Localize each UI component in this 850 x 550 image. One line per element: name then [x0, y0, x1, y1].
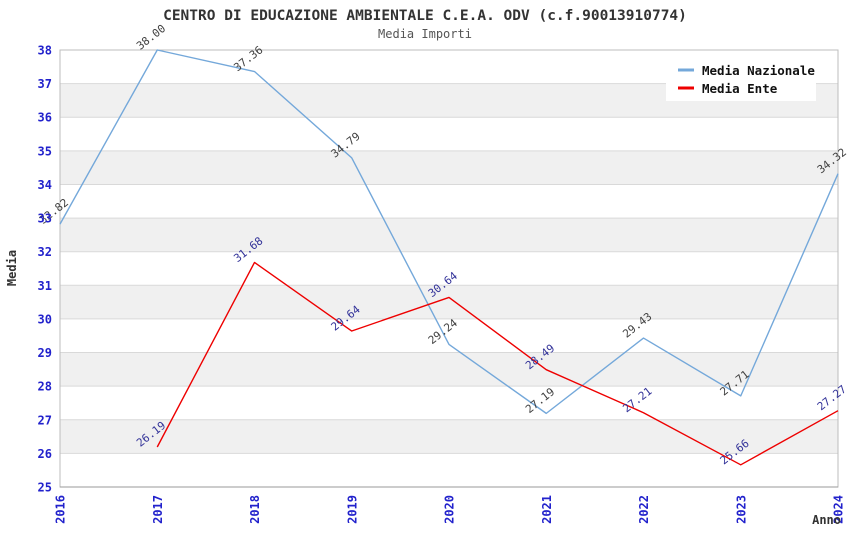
y-tick-label: 36	[38, 111, 52, 125]
legend-label-media-ente: Media Ente	[702, 81, 778, 96]
plot-band	[60, 150, 838, 185]
y-tick-label: 32	[38, 245, 52, 259]
y-tick-label: 26	[38, 447, 52, 461]
x-tick-label: 2023	[734, 495, 748, 524]
plot-band	[60, 285, 838, 319]
legend-label-media-nazionale: Media Nazionale	[702, 63, 815, 78]
data-point-label: 38.00	[134, 22, 168, 53]
legend-item-media-ente: Media Ente	[678, 81, 778, 96]
x-axis-label: Anno	[812, 513, 841, 527]
x-tick-label: 2021	[540, 495, 554, 524]
plot-band	[60, 352, 838, 387]
y-tick-label: 28	[38, 380, 52, 394]
y-tick-label: 27	[38, 413, 52, 427]
y-tick-label: 29	[38, 346, 52, 360]
x-tick-label: 2016	[54, 495, 68, 524]
x-tick-label: 2017	[151, 495, 165, 524]
legend-item-media-nazionale: Media Nazionale	[678, 63, 815, 78]
y-tick-labels: 25 26 27 28 29 30 31 32 33 34 35 36 37 38	[38, 44, 52, 495]
series-line-media-nazionale	[59, 49, 839, 415]
plot-bands	[60, 83, 838, 454]
legend: Media Nazionale Media Ente	[666, 57, 816, 101]
y-axis-label: Media	[5, 250, 19, 286]
data-point-label: 27.27	[815, 383, 849, 414]
chart-subtitle: Media Importi	[378, 27, 472, 41]
x-tick-label: 2018	[248, 495, 262, 524]
plot-band	[60, 218, 838, 252]
y-tick-label: 38	[38, 44, 52, 58]
y-tick-label: 34	[38, 178, 52, 192]
y-tick-label: 37	[38, 77, 52, 91]
plot-band	[60, 419, 838, 454]
x-tick-label: 2022	[637, 495, 651, 524]
legend-background	[666, 57, 816, 101]
x-tick-label: 2024	[832, 495, 846, 524]
x-tick-label: 2020	[443, 495, 457, 524]
x-tick-label: 2019	[345, 495, 359, 524]
x-tick-labels: 2016 2017 2018 2019 2020 2021 2022 2023 2024	[54, 495, 846, 524]
y-tick-label: 35	[38, 144, 52, 158]
chart-title: CENTRO DI EDUCAZIONE AMBIENTALE C.E.A. O…	[163, 8, 687, 24]
y-tick-label: 25	[38, 481, 52, 495]
series-line-media-ente	[156, 261, 839, 466]
data-point-label: 27.19	[523, 385, 557, 416]
y-tick-label: 30	[38, 312, 52, 326]
data-point-label: 29.24	[426, 316, 460, 347]
y-tick-label: 33	[38, 212, 52, 226]
series-lines	[59, 49, 839, 466]
y-tick-label: 31	[38, 279, 52, 293]
plot-border	[59, 49, 839, 488]
